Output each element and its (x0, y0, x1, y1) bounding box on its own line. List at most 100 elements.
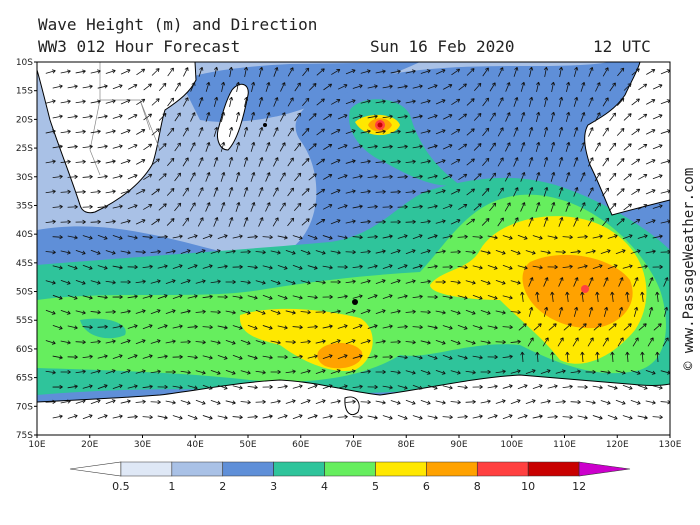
arrow (573, 306, 579, 317)
arrow (52, 114, 63, 119)
arrow (646, 99, 656, 105)
arrow (232, 264, 243, 270)
arrow (143, 204, 153, 210)
arrow (316, 218, 326, 225)
arrow (75, 219, 86, 225)
arrow (172, 294, 183, 300)
arrow (174, 112, 181, 122)
arrow (308, 203, 317, 211)
arrow (45, 99, 56, 104)
arrow (646, 69, 656, 75)
arrow (623, 83, 632, 91)
arrow (487, 325, 498, 330)
arrow (180, 370, 191, 375)
arrow (120, 159, 131, 165)
arrow (489, 202, 497, 212)
arrow (397, 144, 408, 149)
arrow (352, 294, 363, 299)
arrow (105, 189, 116, 194)
arrow (458, 143, 468, 151)
arrow (322, 265, 333, 270)
arrow (518, 323, 527, 331)
arrow (262, 384, 273, 390)
arrow (180, 279, 191, 285)
arrow (262, 355, 273, 360)
arrow (547, 414, 558, 419)
arrow (375, 159, 386, 164)
arrow (135, 249, 146, 255)
arrow (210, 400, 221, 405)
arrow (240, 370, 251, 375)
arrow (82, 264, 93, 270)
arrow (120, 189, 131, 194)
arrow (143, 173, 153, 181)
arrow (105, 99, 116, 104)
arrow (220, 171, 226, 182)
arrow (623, 203, 632, 211)
arrow (652, 114, 663, 120)
arrow (292, 354, 303, 359)
arrow (316, 98, 325, 106)
arrow (563, 323, 572, 331)
arrow (594, 172, 601, 182)
arrow (167, 67, 174, 77)
arrow (225, 249, 236, 254)
arrow (588, 97, 594, 107)
arrow (232, 325, 243, 330)
colorbar-swatch (426, 461, 478, 477)
arrow (345, 159, 356, 164)
arrow (90, 69, 101, 74)
arrow (502, 235, 513, 240)
arrow (631, 128, 640, 136)
arrow (450, 219, 461, 225)
lon-label: 10E (28, 440, 45, 450)
colorbar-label: 6 (423, 480, 430, 493)
arrow (255, 370, 266, 375)
arrow (243, 66, 249, 77)
arrow (457, 355, 468, 360)
arrow (578, 323, 587, 331)
arrow (60, 99, 71, 104)
arrow (158, 113, 167, 121)
colorbar: 0.5 1 2 3 4 5 6 8 10 12 (69, 461, 631, 493)
arrow (637, 234, 648, 239)
arrow (294, 172, 302, 182)
arrow (520, 351, 525, 363)
arrow (270, 340, 281, 345)
arrow (427, 325, 438, 330)
colorbar-swatch (222, 461, 274, 477)
arrow (112, 294, 123, 300)
arrow (633, 277, 639, 287)
arrow (316, 128, 325, 136)
arrow (573, 277, 579, 287)
arrow (60, 279, 71, 285)
arrow (75, 129, 86, 134)
arrow (607, 385, 618, 390)
arrow (228, 216, 234, 227)
arrow (497, 127, 504, 137)
arrow (236, 111, 241, 122)
arrow (232, 234, 243, 239)
arrow (270, 250, 281, 255)
arrow (352, 354, 363, 359)
arrow (167, 97, 175, 107)
arrow (255, 309, 266, 315)
arrow (451, 98, 461, 106)
arrow (472, 265, 483, 270)
arrow (142, 415, 153, 420)
arrow (495, 369, 506, 374)
arrow (232, 295, 243, 300)
arrow (174, 82, 181, 92)
arrow (638, 174, 648, 180)
arrow (570, 399, 581, 405)
arrow (603, 306, 609, 317)
wave-6-8-west (317, 343, 363, 369)
arrow (565, 202, 571, 212)
arrow (235, 171, 241, 182)
arrow (367, 234, 378, 239)
arrow (52, 325, 63, 330)
arrow (322, 235, 333, 240)
arrow (228, 66, 234, 77)
arrow (472, 355, 483, 360)
arrow (652, 144, 663, 150)
